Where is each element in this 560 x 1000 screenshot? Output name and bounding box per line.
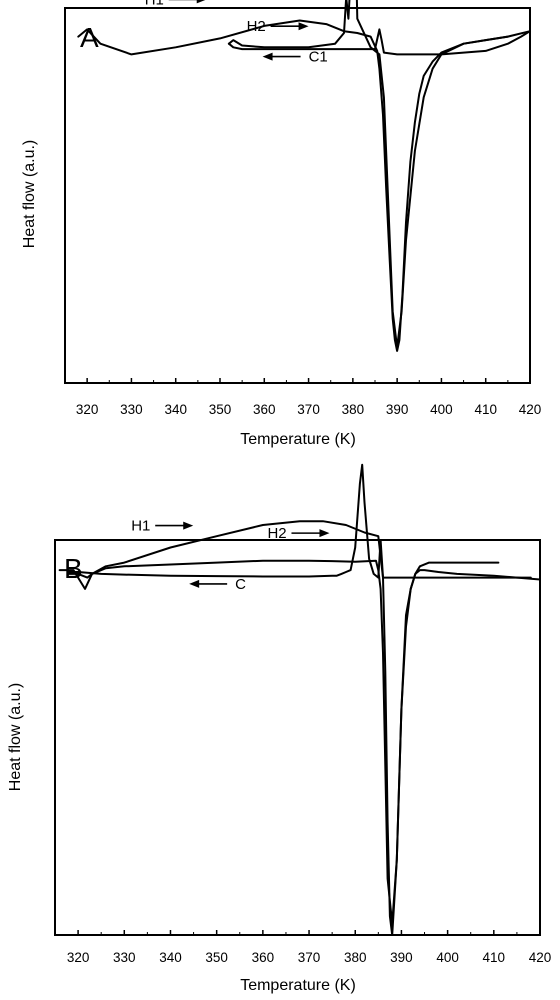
arrowhead-icon bbox=[262, 52, 273, 61]
series-line-h2 bbox=[227, 0, 509, 349]
plot-frame bbox=[64, 7, 531, 384]
x-axis-label: Temperature (K) bbox=[240, 977, 356, 994]
arrowhead-icon bbox=[183, 521, 194, 530]
arrowhead-icon bbox=[196, 0, 206, 4]
x-tick-label: 390 bbox=[386, 402, 409, 417]
x-tick-label: 330 bbox=[120, 402, 143, 417]
arrowhead-icon bbox=[319, 529, 330, 538]
x-tick-label: 410 bbox=[483, 950, 506, 965]
x-tick-label: 340 bbox=[159, 950, 182, 965]
series-line-h2 bbox=[67, 559, 500, 925]
x-tick-label: 400 bbox=[430, 402, 453, 417]
annotation-h2: H2 bbox=[267, 525, 286, 542]
x-axis-label: Temperature (K) bbox=[240, 431, 356, 448]
x-tick-label: 420 bbox=[519, 402, 542, 417]
x-tick-label: 320 bbox=[76, 402, 99, 417]
x-tick-label: 380 bbox=[344, 950, 367, 965]
y-axis-label: Heat flow (a.u.) bbox=[7, 683, 24, 791]
x-tick-label: 350 bbox=[205, 950, 228, 965]
x-tick-label: 410 bbox=[474, 402, 497, 417]
x-tick-label: 360 bbox=[252, 950, 275, 965]
panel-a: A Temperature (K) Heat flow (a.u.) 320 33… bbox=[21, 0, 541, 448]
annotation-c1: C1 bbox=[309, 49, 328, 66]
series-line-h1 bbox=[77, 19, 531, 352]
plot-frame bbox=[54, 539, 541, 936]
panel-label: A bbox=[80, 22, 99, 53]
arrowhead-icon bbox=[189, 579, 200, 588]
panel-b: B Temperature (K) Heat flow (a.u.) 320 33… bbox=[7, 463, 552, 994]
x-tick-label: 320 bbox=[67, 950, 90, 965]
annotation-h2: H2 bbox=[247, 18, 266, 35]
series-line-c bbox=[67, 463, 532, 579]
y-axis-label: Heat flow (a.u.) bbox=[21, 140, 38, 248]
annotation-h1: H1 bbox=[131, 518, 150, 535]
annotation-h1: H1 bbox=[145, 0, 164, 8]
series-line-h1 bbox=[58, 520, 541, 936]
x-tick-label: 400 bbox=[436, 950, 459, 965]
x-tick-label: 360 bbox=[253, 402, 276, 417]
x-tick-label: 390 bbox=[390, 950, 413, 965]
annotation-c: C bbox=[235, 576, 246, 593]
x-tick-label: 340 bbox=[164, 402, 187, 417]
arrowhead-icon bbox=[298, 22, 309, 31]
series-line-c1 bbox=[227, 28, 531, 56]
x-tick-label: 420 bbox=[529, 950, 552, 965]
x-tick-label: 370 bbox=[298, 950, 321, 965]
x-tick-label: 350 bbox=[209, 402, 232, 417]
x-tick-label: 370 bbox=[297, 402, 320, 417]
x-tick-label: 330 bbox=[113, 950, 136, 965]
x-tick-label: 380 bbox=[342, 402, 365, 417]
